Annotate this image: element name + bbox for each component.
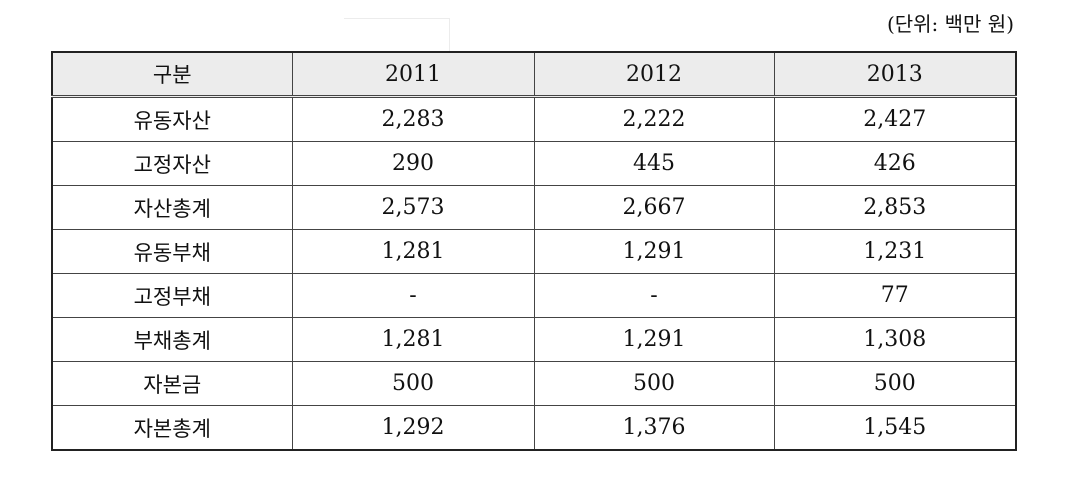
row-label: 자본총계 xyxy=(51,405,293,451)
row-label: 부채총계 xyxy=(51,317,293,362)
table-row: 자본총계 1,292 1,376 1,545 xyxy=(51,405,1017,451)
table-cell: 1,545 xyxy=(773,405,1017,451)
table-cell: 2,427 xyxy=(773,96,1017,142)
table-cell: 1,291 xyxy=(533,229,775,274)
table-row: 자산총계 2,573 2,667 2,853 xyxy=(51,185,1017,230)
header-category: 구분 xyxy=(51,51,293,98)
table-row: 자본금 500 500 500 xyxy=(51,361,1017,406)
table-cell: 445 xyxy=(533,141,775,186)
header-year-2013: 2013 xyxy=(773,51,1017,98)
row-label: 자산총계 xyxy=(51,185,293,230)
unit-note: (단위: 백만 원) xyxy=(886,12,1014,36)
table-row: 부채총계 1,281 1,291 1,308 xyxy=(51,317,1017,362)
table-cell: 1,308 xyxy=(773,317,1017,362)
table-cell: 500 xyxy=(533,361,775,406)
table-cell: 2,283 xyxy=(291,96,535,142)
table-cell: 290 xyxy=(291,141,535,186)
row-label: 유동자산 xyxy=(51,96,293,142)
table-cell: 1,231 xyxy=(773,229,1017,274)
table-cell: 1,281 xyxy=(291,229,535,274)
table-cell: 1,291 xyxy=(533,317,775,362)
table-cell: 426 xyxy=(773,141,1017,186)
table-cell: 2,222 xyxy=(533,96,775,142)
table-cell: 2,573 xyxy=(291,185,535,230)
table-row: 유동자산 2,283 2,222 2,427 xyxy=(51,96,1017,142)
background-frame xyxy=(344,18,450,68)
table-row: 유동부채 1,281 1,291 1,231 xyxy=(51,229,1017,274)
table-cell: 1,292 xyxy=(291,405,535,451)
row-label: 고정부채 xyxy=(51,273,293,318)
header-year-2012: 2012 xyxy=(533,51,775,98)
table-header: 구분 2011 2012 2013 xyxy=(51,51,1017,98)
table-cell: 2,667 xyxy=(533,185,775,230)
row-label: 고정자산 xyxy=(51,141,293,186)
table-cell: 2,853 xyxy=(773,185,1017,230)
table-cell: - xyxy=(533,273,775,318)
table-cell: 500 xyxy=(291,361,535,406)
financial-table: 구분 2011 2012 2013 유동자산 2,283 2,222 2,427… xyxy=(51,51,1017,451)
row-label: 자본금 xyxy=(51,361,293,406)
table-body: 유동자산 2,283 2,222 2,427 고정자산 290 445 426 … xyxy=(51,96,1017,451)
table-cell: 1,281 xyxy=(291,317,535,362)
header-year-2011: 2011 xyxy=(291,51,535,98)
header-row: 구분 2011 2012 2013 xyxy=(51,51,1017,98)
table-cell: 500 xyxy=(773,361,1017,406)
table-row: 고정부채 - - 77 xyxy=(51,273,1017,318)
table-cell: 1,376 xyxy=(533,405,775,451)
row-label: 유동부채 xyxy=(51,229,293,274)
table-row: 고정자산 290 445 426 xyxy=(51,141,1017,186)
table-cell: - xyxy=(291,273,535,318)
table-cell: 77 xyxy=(773,273,1017,318)
